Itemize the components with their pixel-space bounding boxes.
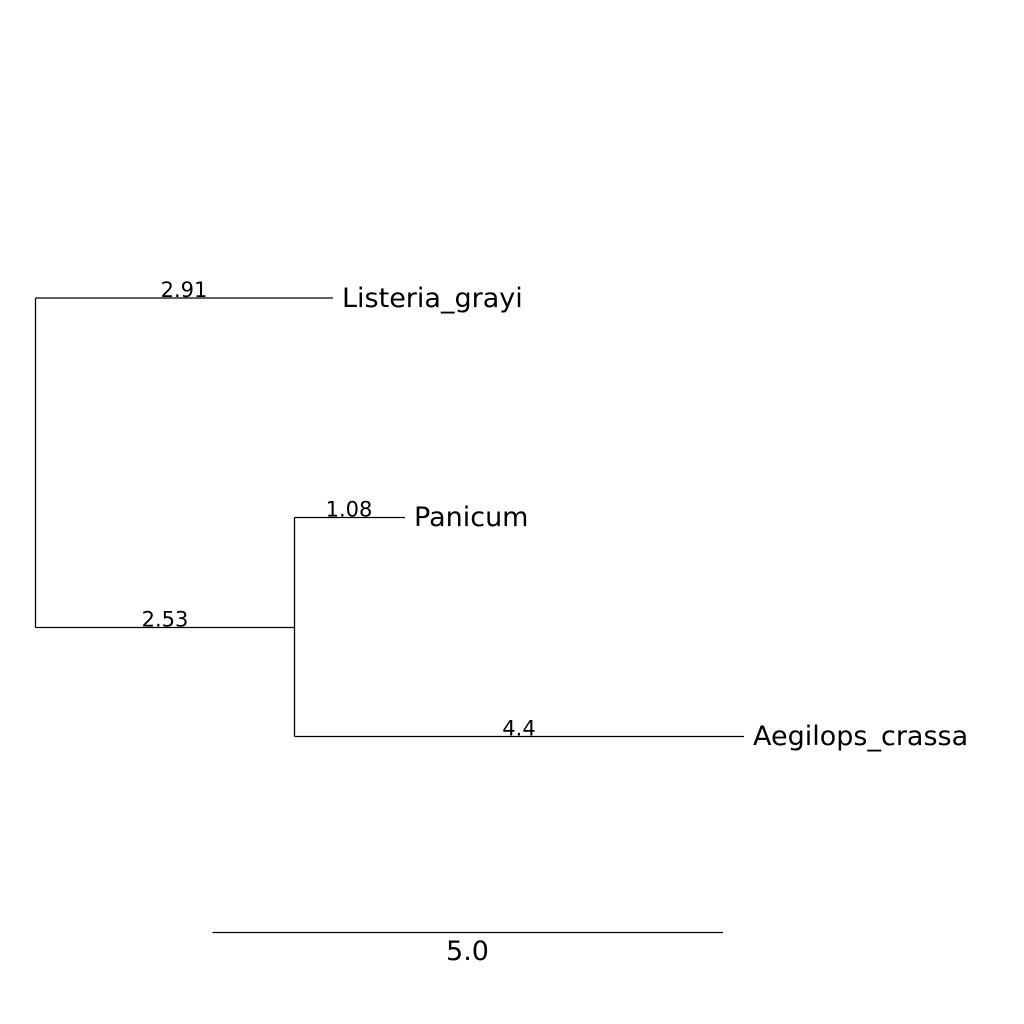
leaf-label-listeria-grayi: Listeria_grayi [342, 283, 523, 314]
leaf-label-panicum: Panicum [414, 502, 529, 533]
leaf-label-aegilops-crassa: Aegilops_crassa [753, 721, 968, 752]
scale-bar-label: 5.0 [446, 936, 489, 967]
branch-length-listeria-grayi: 2.91 [161, 278, 208, 302]
branch-length-panicum: 1.08 [326, 498, 373, 522]
branch-length-internal-clade: 2.53 [142, 608, 189, 632]
branch-length-aegilops-crassa: 4.4 [502, 717, 535, 741]
